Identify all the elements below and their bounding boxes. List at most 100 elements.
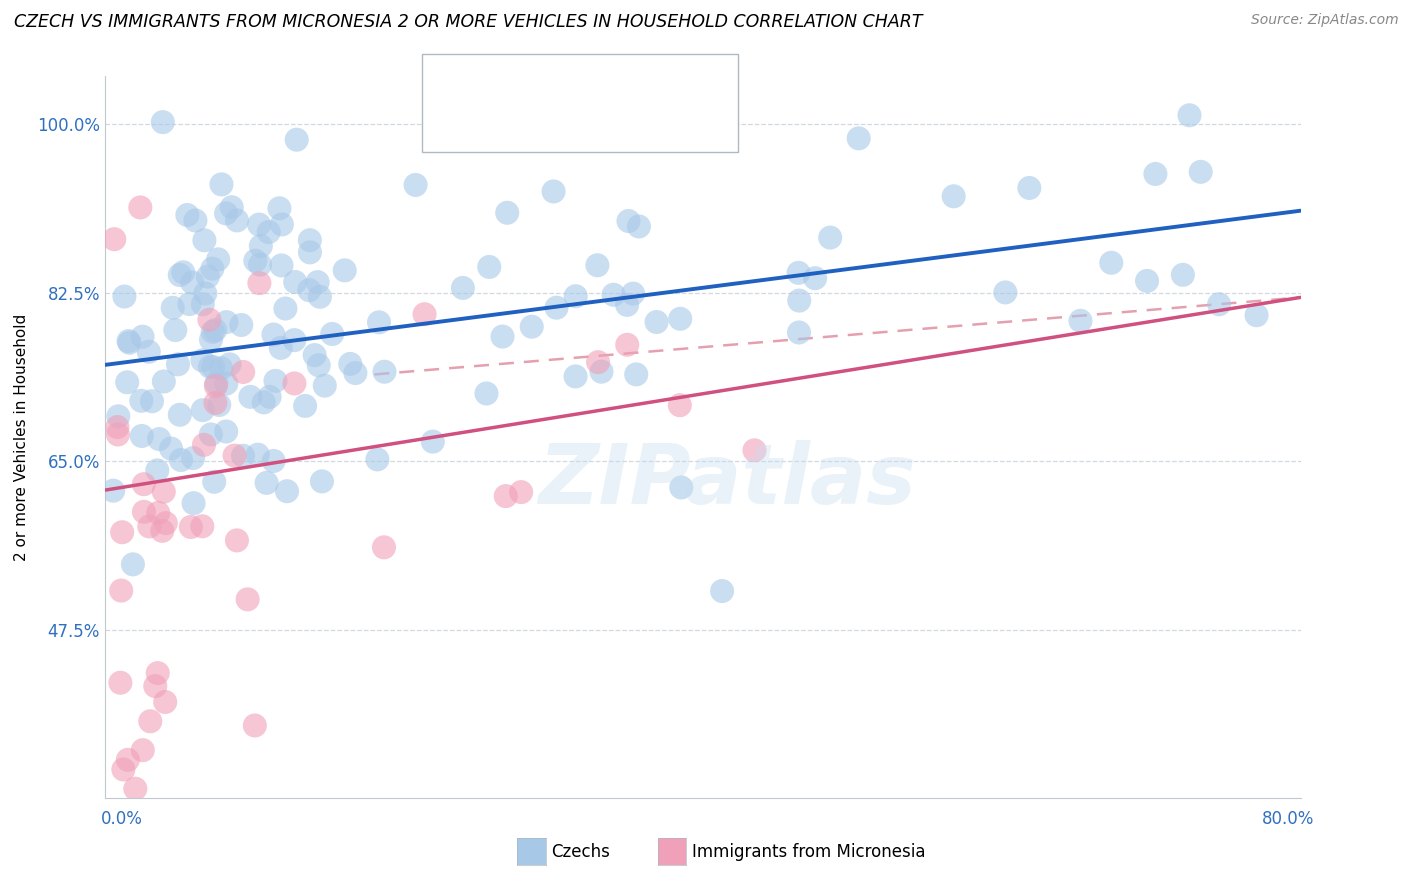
Point <box>263 454 285 468</box>
Point <box>298 245 321 260</box>
Point <box>616 338 638 352</box>
Point <box>373 365 395 379</box>
Text: 80.0%: 80.0% <box>1263 810 1315 828</box>
Point <box>627 219 650 234</box>
Point <box>787 326 810 340</box>
Point <box>264 374 287 388</box>
Point <box>294 399 316 413</box>
Point <box>308 358 330 372</box>
Point <box>510 485 533 500</box>
Point <box>179 297 201 311</box>
Point <box>218 358 240 372</box>
Point <box>314 378 336 392</box>
Point <box>744 443 766 458</box>
Text: Source: ZipAtlas.com: Source: ZipAtlas.com <box>1251 13 1399 28</box>
Point <box>211 178 233 192</box>
Point <box>191 519 214 533</box>
Point <box>181 276 204 290</box>
Point <box>586 355 609 369</box>
Point <box>276 484 298 499</box>
Point <box>236 592 259 607</box>
Point <box>202 475 225 489</box>
Point <box>131 429 153 443</box>
Point <box>110 583 132 598</box>
Point <box>520 319 543 334</box>
Point <box>204 323 226 337</box>
Point <box>132 743 155 757</box>
Point <box>205 379 228 393</box>
Point <box>1144 167 1167 181</box>
Point <box>184 213 207 227</box>
Point <box>309 290 332 304</box>
Point <box>804 271 827 285</box>
Point <box>169 408 191 422</box>
Point <box>475 386 498 401</box>
Point <box>259 390 281 404</box>
Point <box>339 357 361 371</box>
Point <box>1136 274 1159 288</box>
Point <box>153 375 176 389</box>
Point <box>224 449 246 463</box>
Text: 44: 44 <box>612 113 634 131</box>
Point <box>257 225 280 239</box>
Point <box>262 327 284 342</box>
Point <box>152 484 174 499</box>
Point <box>183 496 205 510</box>
Point <box>994 285 1017 300</box>
Point <box>132 505 155 519</box>
Point <box>204 396 226 410</box>
Point <box>162 301 184 315</box>
Point <box>634 124 657 138</box>
Point <box>247 218 270 232</box>
Point <box>103 483 125 498</box>
Point <box>231 318 253 332</box>
Point <box>107 420 129 434</box>
Point <box>138 344 160 359</box>
Point <box>405 178 427 192</box>
Point <box>602 287 624 301</box>
Text: Immigrants from Micronesia: Immigrants from Micronesia <box>692 843 925 861</box>
Text: 139: 139 <box>612 73 645 91</box>
Point <box>1099 256 1122 270</box>
Point <box>215 425 238 439</box>
Point <box>307 275 329 289</box>
Point <box>298 233 321 247</box>
Point <box>1069 314 1091 328</box>
Point <box>138 519 160 533</box>
Point <box>245 253 267 268</box>
Point <box>152 115 174 129</box>
Point <box>124 781 146 796</box>
Point <box>671 480 693 494</box>
Point <box>1018 181 1040 195</box>
Point <box>564 369 586 384</box>
Point <box>298 283 321 297</box>
Point <box>150 524 173 538</box>
Point <box>197 269 219 284</box>
Point <box>107 427 129 442</box>
Point <box>669 311 692 326</box>
Text: ZIPatlas: ZIPatlas <box>538 440 915 521</box>
Point <box>201 325 224 339</box>
Point <box>617 214 640 228</box>
Point <box>232 365 254 379</box>
Point <box>270 259 292 273</box>
Point <box>1246 308 1268 322</box>
Point <box>616 298 638 312</box>
Point <box>148 432 170 446</box>
Point <box>373 541 395 555</box>
Point <box>249 258 271 272</box>
Point <box>247 276 270 290</box>
Point <box>250 239 273 253</box>
Point <box>209 361 232 376</box>
Point <box>285 133 308 147</box>
Point <box>283 333 305 347</box>
Text: Czechs: Czechs <box>551 843 610 861</box>
Point <box>215 315 238 329</box>
Point <box>274 301 297 316</box>
Point <box>344 366 367 380</box>
Point <box>202 359 225 374</box>
Point <box>496 206 519 220</box>
Point <box>200 333 222 347</box>
Point <box>131 393 153 408</box>
Point <box>543 185 565 199</box>
